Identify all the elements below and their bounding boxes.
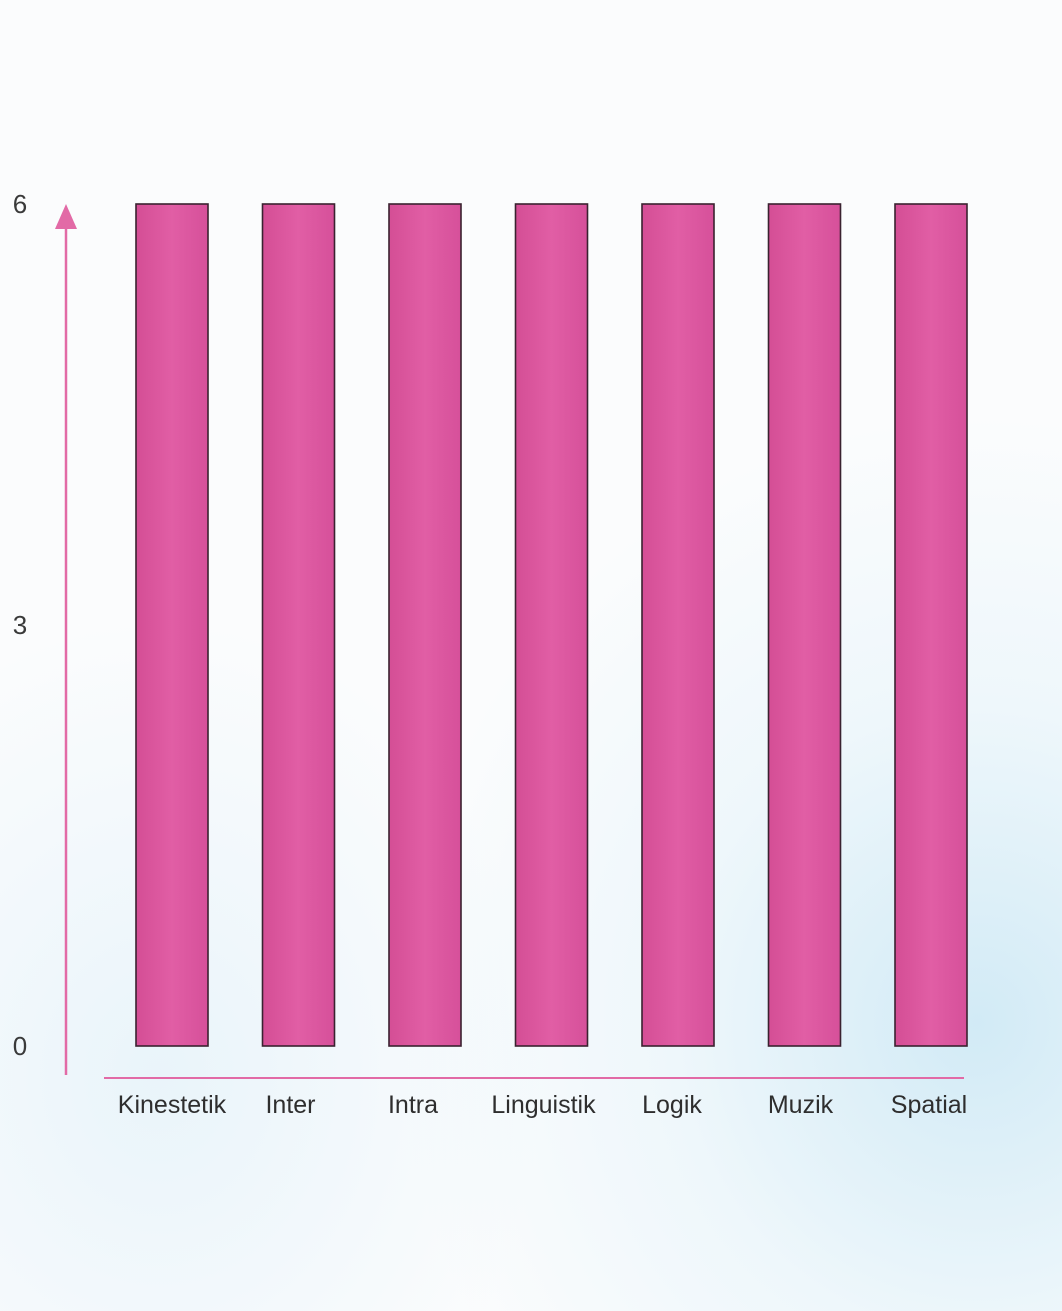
bar-muzik bbox=[767, 203, 842, 1047]
y-tick-labels: 0 3 6 bbox=[13, 189, 27, 1061]
bars-layer bbox=[135, 203, 968, 1047]
bar-kinestetik bbox=[135, 203, 209, 1047]
x-label-kinestetik: Kinestetik bbox=[118, 1091, 227, 1119]
y-tick-3: 3 bbox=[13, 610, 27, 640]
bar-linguistik bbox=[514, 203, 589, 1047]
x-label-intra: Intra bbox=[388, 1091, 438, 1119]
x-label-logik: Logik bbox=[642, 1091, 702, 1119]
y-tick-6: 6 bbox=[13, 189, 27, 219]
x-label-inter: Inter bbox=[265, 1091, 315, 1119]
bar-logik bbox=[641, 203, 715, 1047]
x-label-linguistik: Linguistik bbox=[491, 1091, 596, 1119]
bar-inter bbox=[261, 203, 336, 1047]
x-category-labels: Kinestetik Inter Intra Linguistik Logik Muzik… bbox=[118, 1091, 967, 1119]
x-label-muzik: Muzik bbox=[768, 1091, 834, 1119]
x-label-spatial: Spatial bbox=[891, 1091, 967, 1119]
y-axis-arrow-icon bbox=[55, 204, 77, 229]
bar-spatial bbox=[894, 203, 968, 1047]
y-tick-0: 0 bbox=[13, 1031, 27, 1061]
bar-intra bbox=[388, 203, 462, 1047]
